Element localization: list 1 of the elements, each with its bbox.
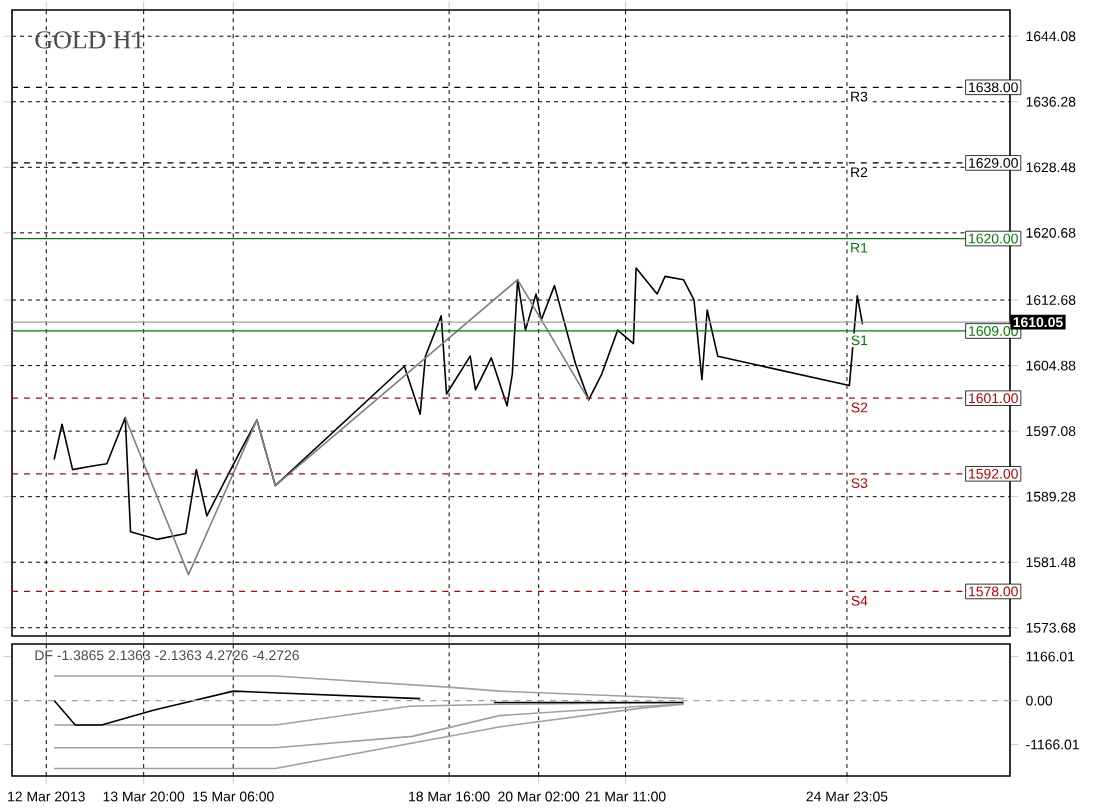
text: GOLD H1 [35, 31, 143, 49]
